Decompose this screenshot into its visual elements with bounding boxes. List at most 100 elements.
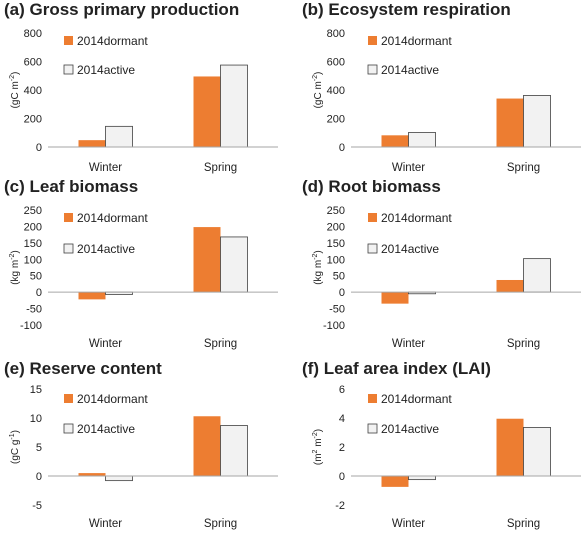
chart-panel: (e) Reserve content -5 0 5 10 15 (gC g-1) Winte…: [4, 359, 278, 530]
y-axis-label-text: ): [10, 250, 21, 253]
legend-label: 2014active: [381, 63, 439, 77]
legend-swatch-2014active: [367, 64, 378, 75]
y-axis-label-text: (gC m: [10, 81, 21, 108]
y-axis-label-text: (gC g: [10, 440, 21, 464]
bar-2014dormant: [78, 140, 106, 147]
x-category-label: Spring: [204, 338, 237, 350]
x-category-label: Winter: [392, 338, 425, 350]
y-axis-label: (gC m-2): [312, 72, 324, 109]
legend-label: 2014active: [77, 422, 135, 436]
bar-2014active: [220, 236, 248, 293]
y-tick-label: -2: [335, 500, 345, 512]
bar-2014dormant: [193, 76, 221, 147]
bar-2014dormant: [381, 476, 409, 487]
panel-title: (f) Leaf area index (LAI): [302, 359, 491, 378]
y-tick-label: 250: [24, 205, 42, 217]
legend-label: 2014dormant: [77, 34, 148, 48]
y-tick-label: 0: [339, 471, 345, 483]
x-category-label: Winter: [89, 338, 122, 350]
bar-2014dormant: [381, 292, 409, 304]
y-tick-label: 150: [24, 238, 42, 250]
bar-2014dormant: [496, 279, 524, 293]
y-axis-label-exponent: -2: [312, 253, 319, 259]
y-tick-label: -100: [323, 320, 345, 332]
y-tick-label: 15: [30, 384, 42, 396]
panel-title: (c) Leaf biomass: [4, 177, 138, 196]
y-axis-label-text: ): [313, 429, 324, 432]
y-tick-label: 600: [327, 57, 345, 69]
y-tick-label: 800: [24, 28, 42, 40]
bar-2014active: [408, 132, 436, 148]
y-axis-label: (m2 m-2): [312, 429, 324, 465]
bar-2014dormant: [78, 292, 106, 300]
y-tick-label: 200: [327, 221, 345, 233]
y-tick-label: 0: [339, 142, 345, 154]
bar-2014dormant: [193, 416, 221, 476]
y-axis-label: (gC m-2): [9, 72, 21, 109]
bar-2014active: [523, 258, 551, 293]
y-tick-label: 600: [24, 57, 42, 69]
y-axis-label-text: ): [10, 430, 21, 433]
x-category-label: Winter: [392, 518, 425, 530]
legend-label: 2014dormant: [77, 392, 148, 406]
bar-2014active: [220, 64, 248, 148]
panel-title: (b) Ecosystem respiration: [302, 0, 511, 19]
y-tick-label: 0: [36, 287, 42, 299]
legend-label: 2014dormant: [77, 211, 148, 225]
legend-swatch-2014active: [63, 423, 74, 434]
y-axis-label-text: (m: [313, 453, 324, 465]
y-tick-label: 200: [24, 114, 42, 126]
x-category-label: Spring: [507, 162, 540, 174]
y-tick-label: 0: [36, 471, 42, 483]
y-tick-label: 400: [24, 85, 42, 97]
legend-swatch-2014dormant: [64, 213, 73, 222]
y-tick-label: -5: [32, 500, 42, 512]
y-tick-label: -50: [329, 304, 345, 316]
x-category-label: Winter: [392, 162, 425, 174]
legend-swatch-2014dormant: [64, 36, 73, 45]
y-tick-label: 6: [339, 384, 345, 396]
y-axis-label-text: (kg m: [10, 260, 21, 285]
y-axis-label-text: (gC m: [313, 81, 324, 108]
bar-2014dormant: [193, 227, 221, 293]
legend-swatch-2014active: [63, 243, 74, 254]
y-tick-label: 200: [24, 221, 42, 233]
chart-panel: (f) Leaf area index (LAI) -2 0 2 4 6 (m2 m-2) W…: [302, 359, 581, 530]
bar-2014dormant: [78, 473, 106, 476]
bar-2014active: [105, 475, 133, 482]
chart-panel: (a) Gross primary production 0 200 400 600 80…: [4, 0, 278, 174]
y-axis-label-exponent: -2: [312, 75, 319, 81]
panel-title: (d) Root biomass: [302, 177, 441, 196]
bar-2014active: [523, 95, 551, 148]
bar-2014active: [408, 475, 436, 481]
legend-swatch-2014active: [367, 243, 378, 254]
chart-panel: (d) Root biomass -100 -50 0 50 100 150 200 250 (k…: [302, 177, 581, 350]
panel-title: (a) Gross primary production: [4, 0, 239, 19]
legend-label: 2014dormant: [381, 392, 452, 406]
y-tick-label: 100: [24, 254, 42, 266]
y-axis-label-text: (kg m: [313, 260, 324, 285]
legend-swatch-2014dormant: [368, 213, 377, 222]
x-category-label: Spring: [507, 518, 540, 530]
y-tick-label: 2: [339, 442, 345, 454]
x-category-label: Spring: [204, 518, 237, 530]
y-tick-label: -50: [26, 304, 42, 316]
legend-swatch-2014dormant: [368, 394, 377, 403]
chart-panel: (c) Leaf biomass -100 -50 0 50 100 150 200 250 (k…: [4, 177, 278, 350]
y-axis-label-text: ): [313, 72, 324, 75]
legend-swatch-2014dormant: [64, 394, 73, 403]
y-tick-label: 4: [339, 413, 345, 425]
panel-title: (e) Reserve content: [4, 359, 162, 378]
y-tick-label: -100: [20, 320, 42, 332]
bar-2014dormant: [381, 135, 409, 147]
legend-label: 2014active: [381, 422, 439, 436]
y-axis-label: (kg m-2): [312, 250, 324, 285]
bar-2014active: [523, 427, 551, 477]
legend-swatch-2014active: [367, 423, 378, 434]
legend-label: 2014active: [77, 242, 135, 256]
bar-2014active: [220, 425, 248, 477]
y-axis-label: (kg m-2): [9, 250, 21, 285]
legend-label: 2014active: [77, 63, 135, 77]
